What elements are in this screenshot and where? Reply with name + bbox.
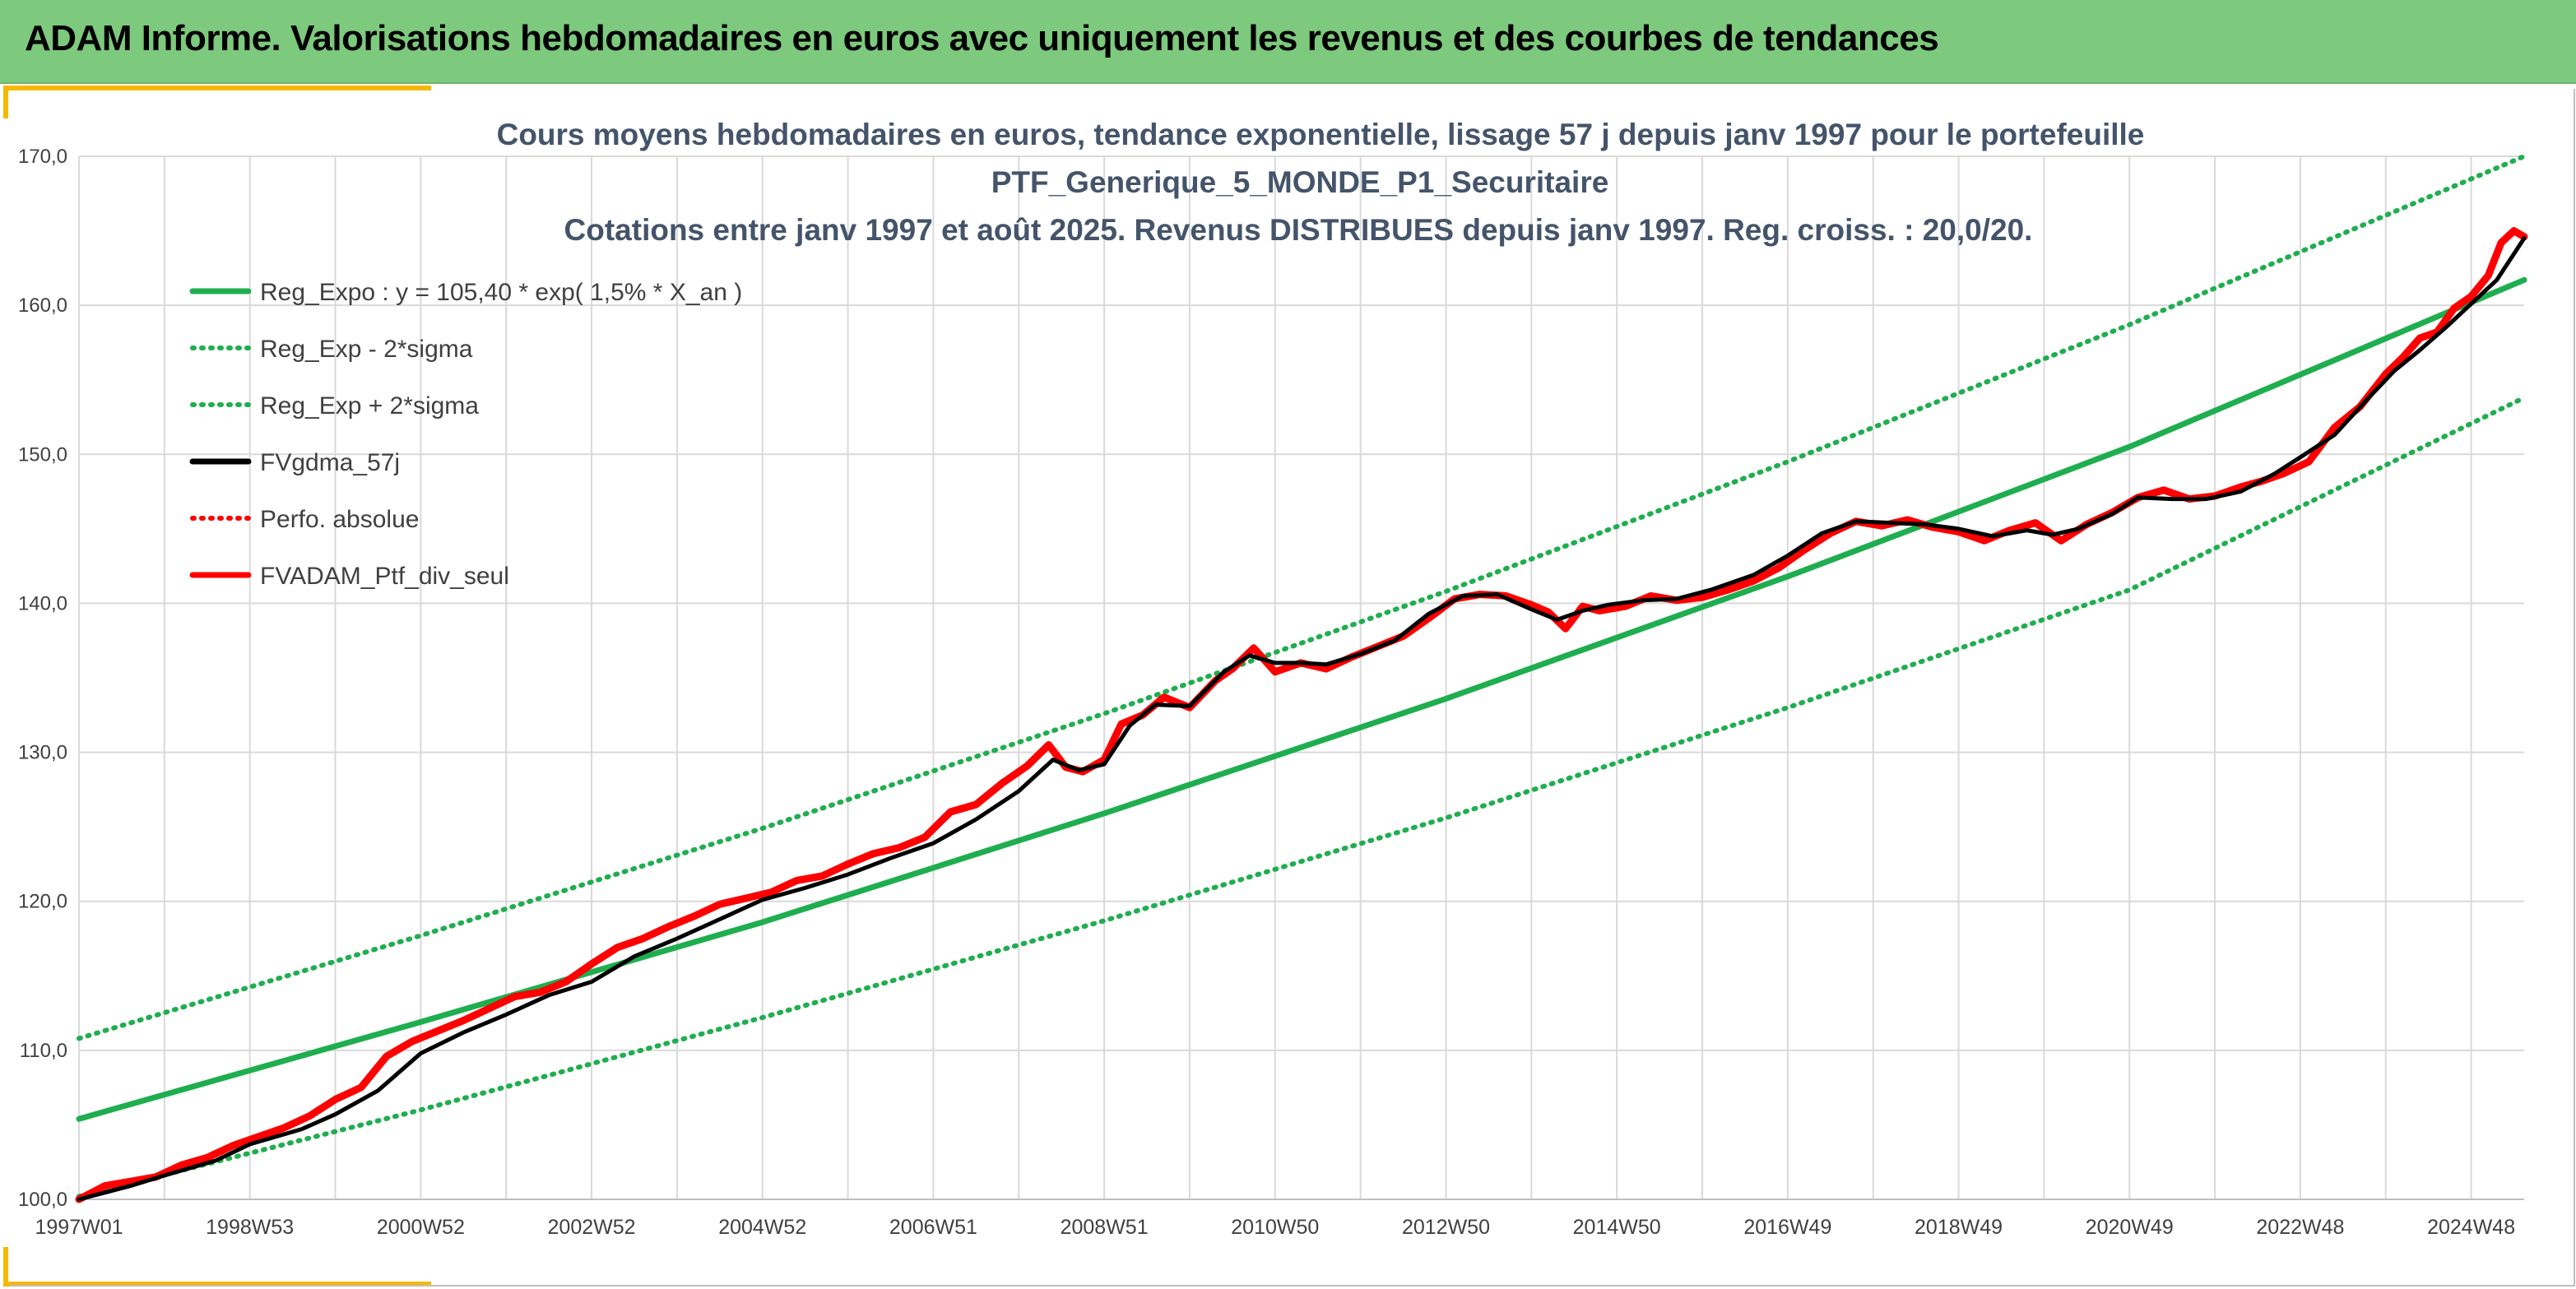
accent-bar-left (3, 86, 8, 118)
y-tick-label: 110,0 (20, 1040, 67, 1062)
x-tick-label: 2008W51 (1061, 1216, 1149, 1239)
page-title: ADAM Informe. Valorisations hebdomadaire… (25, 18, 1939, 58)
legend-label: Reg_Exp - 2*sigma (260, 336, 473, 363)
chart-title-line-1: Cours moyens hebdomadaires en euros, ten… (497, 118, 2145, 151)
x-tick-label: 1998W53 (206, 1216, 294, 1239)
x-tick-label: 2012W50 (1402, 1216, 1490, 1239)
x-tick-label: 2016W49 (1743, 1216, 1831, 1239)
series-reg-exp-plus-2sigma-line (77, 154, 2527, 1041)
y-tick-label: 170,0 (18, 146, 67, 168)
legend-label: Reg_Exp + 2*sigma (260, 392, 479, 420)
y-tick-label: 160,0 (18, 294, 67, 317)
series-reg-expo-line (76, 276, 2527, 1122)
y-tick-label: 140,0 (18, 592, 67, 614)
x-tick-label: 2014W50 (1573, 1216, 1661, 1239)
x-axis-ticks: 1997W01 1998W53 2000W52 2002W52 2004W52 2006W… (35, 1216, 2515, 1239)
legend-label: FVgdma_57j (260, 449, 400, 476)
legend: Reg_Expo : y = 105,40 * exp( 1,5% * X_an… (189, 279, 742, 590)
x-tick-label: 1997W01 (35, 1216, 123, 1239)
x-tick-label: 2020W49 (2086, 1216, 2174, 1239)
x-tick-label: 2022W48 (2256, 1216, 2344, 1239)
chart-frame (10, 89, 2575, 1287)
chart-title-line-2: PTF_Generique_5_MONDE_P1_Securitaire (991, 165, 1609, 199)
series-fvadam-ptf-div-seul-line (75, 227, 2528, 1203)
header-bar: ADAM Informe. Valorisations hebdomadaire… (0, 0, 2576, 84)
y-tick-label: 130,0 (18, 742, 67, 764)
legend-label: Reg_Expo : y = 105,40 * exp( 1,5% * X_an… (260, 279, 742, 306)
legend-label: FVADAM_Ptf_div_seul (260, 563, 509, 590)
x-tick-label: 2006W51 (889, 1216, 977, 1239)
x-tick-label: 2002W52 (548, 1216, 636, 1239)
series-fvgdma-57j-line (77, 236, 2527, 1202)
accent-bar-bottom-left (3, 1247, 8, 1287)
chart-title: Cours moyens hebdomadaires en euros, ten… (497, 118, 2145, 247)
legend-label: Perfo. absolue (260, 506, 419, 533)
accent-bar-top (3, 86, 431, 90)
x-tick-label: 2004W52 (718, 1216, 806, 1239)
y-tick-label: 120,0 (18, 891, 67, 913)
series-lines (75, 154, 2528, 1203)
y-axis-ticks: 100,0 110,0 120,0 130,0 140,0 150,0 160,0 170,0 (18, 146, 67, 1211)
chart-title-line-3: Cotations entre janv 1997 et août 2025. … (564, 213, 2033, 247)
series-reg-exp-minus-2sigma-line (77, 395, 2527, 1199)
x-tick-label: 2000W52 (377, 1216, 465, 1239)
accent-bar-bottom (3, 1282, 431, 1287)
x-tick-label: 2010W50 (1231, 1216, 1319, 1239)
x-tick-label: 2024W48 (2427, 1216, 2515, 1239)
y-tick-label: 150,0 (18, 443, 67, 466)
x-tick-label: 2018W49 (1915, 1216, 2003, 1239)
y-tick-label: 100,0 (18, 1189, 67, 1211)
